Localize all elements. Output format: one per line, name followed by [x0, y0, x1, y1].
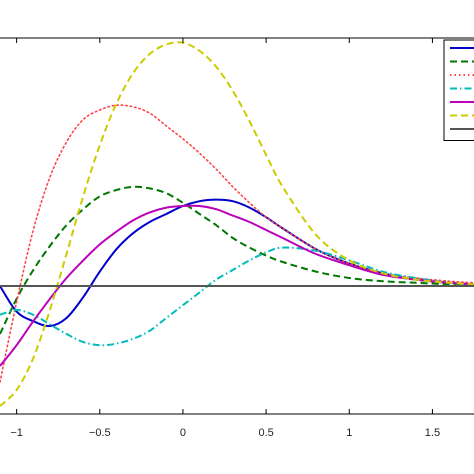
series-line-5 — [0, 204, 474, 367]
series-line-1 — [0, 198, 474, 328]
legend — [443, 39, 474, 141]
series-line-4 — [0, 246, 474, 347]
x-tick-label: −1 — [10, 427, 23, 439]
x-tick-label: 0 — [180, 427, 186, 439]
x-tick-label: 1 — [346, 427, 352, 439]
x-tick-label: −0.5 — [89, 427, 111, 439]
x-tick-label: 1.5 — [425, 427, 440, 439]
series-line-3 — [0, 104, 474, 383]
series-line-6 — [0, 41, 474, 407]
plot-frame — [0, 37, 474, 415]
series-line-2 — [0, 185, 474, 335]
x-axis-ticks: −1 −0.5 0 0.5 1 1.5 — [10, 38, 440, 439]
x-tick-label: 0.5 — [258, 427, 273, 439]
legend-box — [443, 39, 474, 141]
series-layer — [0, 41, 474, 407]
